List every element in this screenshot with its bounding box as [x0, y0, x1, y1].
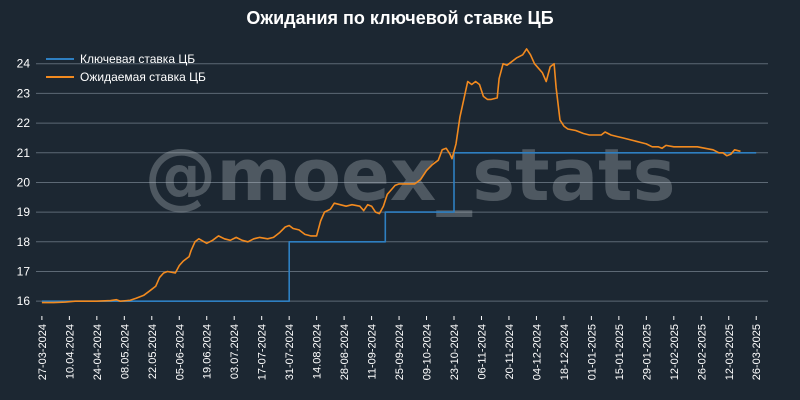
x-tick-label: 23-10-2024 — [449, 324, 461, 380]
x-tick-label: 04-12-2024 — [531, 324, 543, 380]
x-tick-label: 31-07-2024 — [284, 324, 296, 380]
legend-label-expected-rate: Ожидаемая ставка ЦБ — [80, 70, 206, 84]
x-tick-label: 19.06.2024 — [202, 324, 214, 379]
x-tick-label: 06-11-2024 — [476, 324, 488, 379]
plot-area — [36, 40, 768, 316]
x-tick-label: 12-03-2025 — [724, 324, 736, 380]
x-tick-label: 22.05.2024 — [147, 324, 159, 379]
y-tick-label: 19 — [17, 205, 31, 219]
y-tick-label: 21 — [17, 146, 31, 160]
x-tick-label: 10.04.2024 — [64, 324, 76, 379]
series-line-key-rate — [41, 152, 757, 302]
x-tick-labels: 27-03-2024 10.04.2024 24-04-2024 08.05.2024… — [37, 316, 763, 380]
watermark: @moex_stats — [145, 133, 676, 217]
x-tick-label: 25-09-2024 — [394, 324, 406, 380]
x-tick-label: 12-02-2025 — [669, 324, 681, 380]
y-tick-label: 17 — [17, 264, 31, 278]
x-tick-label: 28-08-2024 — [339, 324, 351, 380]
legend: Ключевая ставка ЦБ Ожидаемая ставка ЦБ — [46, 52, 206, 84]
x-tick-label: 09-10-2024 — [422, 324, 434, 380]
x-tick-label: 11-09-2024 — [367, 324, 379, 379]
x-tick-label: 26-03-2025 — [751, 324, 763, 380]
y-tick-label: 24 — [17, 57, 31, 71]
y-tick-labels: 16 17 18 19 20 21 22 23 24 — [17, 57, 31, 308]
series-lines — [41, 48, 757, 304]
legend-label-key-rate: Ключевая ставка ЦБ — [80, 52, 195, 66]
y-tick-label: 23 — [17, 86, 31, 100]
x-tick-label: 08.05.2024 — [119, 324, 131, 379]
x-tick-label: 01-01-2025 — [586, 324, 598, 380]
x-tick-label: 05-06-2024 — [174, 324, 186, 380]
x-tick-label: 29-01-2025 — [641, 324, 653, 380]
x-tick-label: 18-12-2024 — [559, 324, 571, 380]
x-tick-label: 24-04-2024 — [92, 324, 104, 380]
x-tick-label: 20-11-2024 — [504, 324, 516, 379]
x-tick-label: 15-01-2025 — [614, 324, 626, 380]
y-tick-label: 22 — [17, 116, 31, 130]
y-tick-label: 18 — [17, 235, 31, 249]
y-tick-label: 20 — [17, 175, 31, 189]
x-tick-label: 26-02-2025 — [696, 324, 708, 380]
x-tick-label: 17-07-2024 — [257, 324, 269, 380]
series-line-expected-rate — [41, 48, 741, 304]
chart-title: Ожидания по ключевой ставке ЦБ — [246, 8, 554, 28]
x-tick-label: 14.08.2024 — [312, 324, 324, 379]
grid-lines — [36, 63, 768, 302]
y-tick-label: 16 — [17, 294, 31, 308]
x-tick-label: 03.07.2024 — [229, 324, 241, 379]
x-tick-label: 27-03-2024 — [37, 324, 49, 380]
